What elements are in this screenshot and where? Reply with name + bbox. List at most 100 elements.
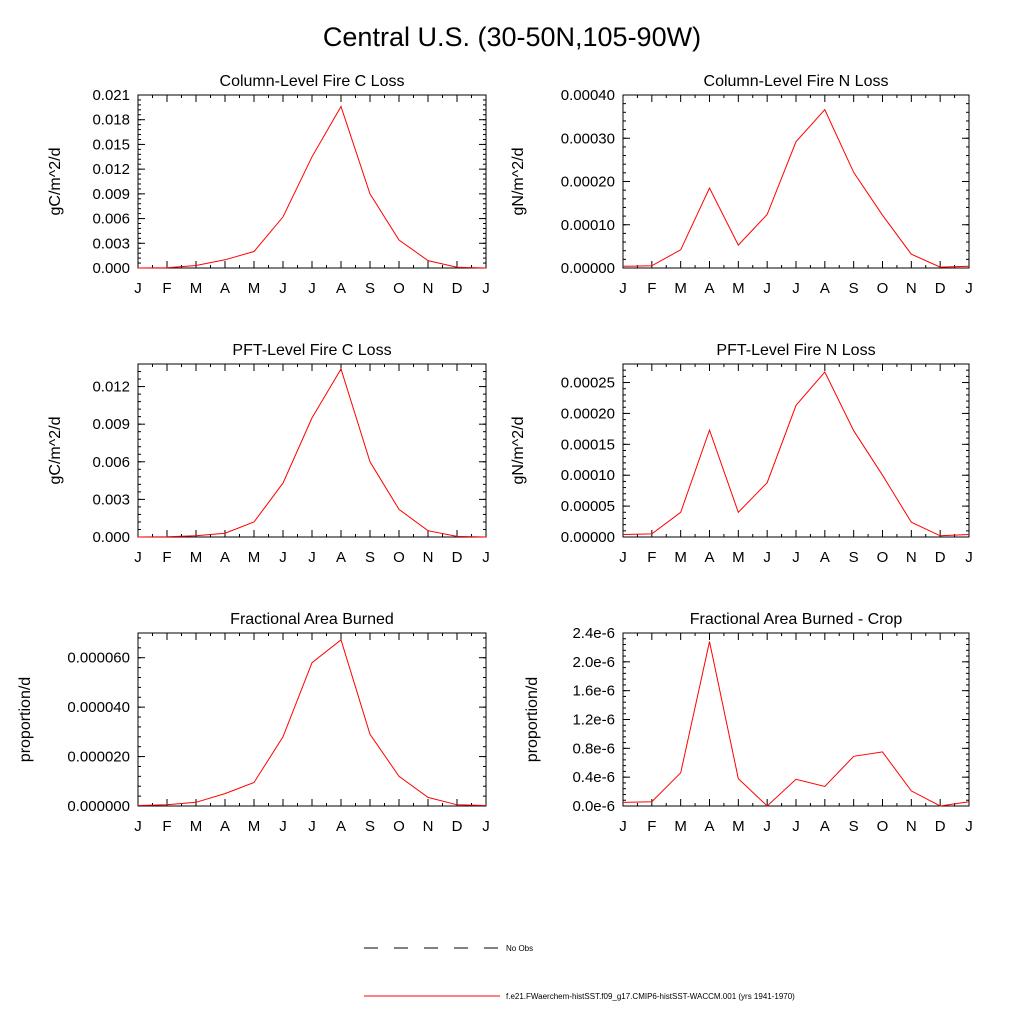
y-axis-label: gN/m^2/d [510,148,527,216]
x-tick-label: A [220,280,230,297]
x-tick-label: J [619,280,627,297]
y-tick-label: 0.006 [92,211,130,228]
x-tick-label: S [365,280,375,297]
y-tick-label: 0.00020 [561,405,615,422]
x-tick-label: J [134,818,142,835]
x-tick-label: M [190,549,203,566]
panel-4: J F M A M J J A S O N D J0.000000.000050.000100.0001… [510,342,973,566]
y-tick-label: 0.018 [92,112,130,129]
y-axis-label: proportion/d [17,677,34,762]
legend: No Obs f.e21.FWaerchem-histSST.f09_g17.CM… [364,944,795,1001]
x-tick-label: A [336,549,346,566]
x-tick-label: M [190,280,203,297]
panel-title: PFT-Level Fire N Loss [716,342,875,359]
x-tick-label: J [965,280,973,297]
y-tick-label: 0.00005 [561,498,615,515]
x-tick-label: J [308,549,316,566]
x-tick-label: F [162,549,171,566]
panel-1: J F M A M J J A S O N D J0.0000.0030.0060.0090.0120.… [47,73,490,297]
y-tick-label: 0.012 [92,379,130,396]
plot-frame [137,632,487,807]
plot-frame [622,632,970,807]
x-tick-label: A [220,818,230,835]
x-tick-label: J [134,280,142,297]
y-tick-label: 0.0e-6 [572,798,615,815]
x-tick-label: M [674,280,687,297]
x-tick-label: O [393,549,405,566]
x-tick-label: J [308,280,316,297]
y-tick-label: 0.00000 [561,529,615,546]
x-tick-label: F [647,818,656,835]
panel-title: Column-Level Fire C Loss [220,73,405,90]
y-tick-label: 0.003 [92,491,130,508]
x-tick-label: M [674,549,687,566]
x-tick-label: S [365,818,375,835]
y-tick-label: 0.015 [92,136,130,153]
y-tick-label: 0.00000 [561,260,615,277]
y-tick-label: 0.00010 [561,217,615,234]
y-axis-label: gC/m^2/d [47,417,64,485]
series-line [137,105,487,269]
x-tick-label: F [162,818,171,835]
x-tick-label: A [704,818,714,835]
y-tick-label: 0.009 [92,186,130,203]
x-tick-label: J [279,280,287,297]
x-tick-label: D [935,549,946,566]
panel-title: PFT-Level Fire C Loss [232,342,391,359]
x-tick-label: D [452,818,463,835]
x-tick-label: M [732,818,745,835]
y-tick-label: 0.000060 [67,650,130,667]
x-tick-label: J [619,549,627,566]
x-tick-label: J [965,818,973,835]
y-tick-label: 0.00030 [561,130,615,147]
x-tick-label: D [935,818,946,835]
x-tick-label: F [647,549,656,566]
x-tick-label: N [423,280,434,297]
panel-title: Column-Level Fire N Loss [704,73,889,90]
y-tick-label: 0.000 [92,529,130,546]
legend-label: f.e21.FWaerchem-histSST.f09_g17.CMIP6-hi… [506,992,795,1001]
y-tick-label: 0.000020 [67,749,130,766]
x-tick-label: J [134,549,142,566]
x-tick-label: M [674,818,687,835]
series-line [622,108,970,268]
x-tick-label: M [190,818,203,835]
x-tick-label: D [452,280,463,297]
x-tick-label: J [482,818,490,835]
y-tick-label: 0.00015 [561,436,615,453]
x-tick-label: O [393,818,405,835]
x-tick-label: A [820,280,830,297]
panel-title: Fractional Area Burned [230,611,394,628]
x-tick-label: F [647,280,656,297]
y-tick-label: 2.4e-6 [572,625,615,642]
plot-frame [137,94,487,269]
y-axis-label: proportion/d [524,677,541,762]
y-tick-label: 0.003 [92,235,130,252]
x-tick-label: J [279,818,287,835]
x-tick-label: J [482,280,490,297]
y-tick-label: 1.2e-6 [572,712,615,729]
x-tick-label: J [763,280,771,297]
legend-label: No Obs [506,944,533,953]
x-tick-label: D [935,280,946,297]
x-tick-label: O [877,549,889,566]
y-tick-label: 0.012 [92,161,130,178]
x-tick-label: M [248,280,261,297]
x-tick-label: N [906,549,917,566]
y-tick-label: 0.000 [92,260,130,277]
x-tick-label: J [792,549,800,566]
panel-2: J F M A M J J A S O N D J0.000000.000100.000200.0003… [510,73,973,297]
x-tick-label: M [248,818,261,835]
plot-frame [622,363,970,538]
x-tick-label: A [220,549,230,566]
x-tick-label: J [763,818,771,835]
x-tick-label: A [704,280,714,297]
x-tick-label: O [877,280,889,297]
x-tick-label: M [732,280,745,297]
series-line [622,371,970,537]
x-tick-label: F [162,280,171,297]
x-tick-label: J [965,549,973,566]
y-axis-label: gC/m^2/d [47,148,64,216]
x-tick-label: A [336,280,346,297]
y-axis-label: gN/m^2/d [510,417,527,485]
